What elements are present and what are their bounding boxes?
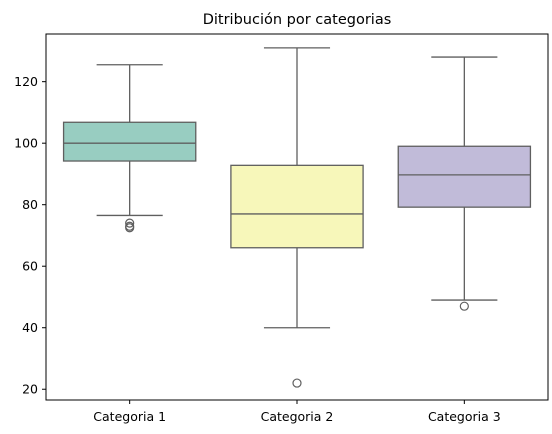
category-1-box	[62, 121, 197, 162]
y-tick-label-40: 40	[22, 320, 38, 335]
category-2-x-tick-label: Categoria 2	[261, 409, 334, 424]
category-1-x-tick-label: Categoria 1	[93, 409, 166, 424]
axes: Categoria 1 Categoria 2 Categoria 3 20 40 60 8…	[14, 33, 549, 424]
category-1-box-group	[62, 64, 197, 233]
category-2-box	[230, 164, 364, 249]
y-tick-label-100: 100	[14, 136, 38, 151]
category-2-outlier-1	[292, 378, 302, 388]
category-1-outlier-1	[125, 218, 135, 228]
category-2-box-group	[230, 47, 364, 388]
category-3-box	[397, 145, 532, 208]
y-tick-label-120: 120	[14, 74, 38, 89]
plot-frame	[45, 33, 549, 401]
y-tick-label-80: 80	[22, 197, 38, 212]
category-3-x-tick-label: Categoria 3	[428, 409, 501, 424]
category-3-box-group	[397, 56, 532, 311]
y-tick-label-60: 60	[22, 259, 38, 274]
chart-title: Ditribución por categorias	[203, 12, 392, 28]
plot-area	[62, 47, 532, 388]
category-1-outlier-3	[125, 223, 135, 233]
y-tick-label-20: 20	[22, 382, 38, 397]
category-3-outlier-1	[459, 301, 469, 311]
